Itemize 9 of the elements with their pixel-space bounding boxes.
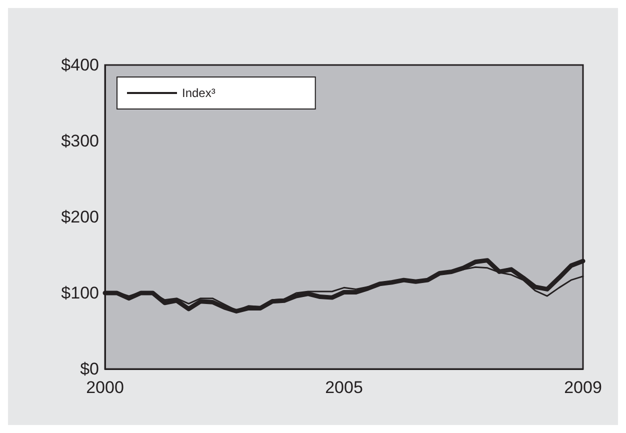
x-tick-label: 2009 (564, 378, 602, 397)
y-tick-label: $200 (61, 208, 99, 226)
x-tick-label: 2005 (325, 378, 363, 397)
legend-label: Index³ (182, 86, 216, 100)
x-tick-label: 2000 (86, 378, 124, 397)
y-tick-label: $100 (61, 284, 99, 302)
y-tick-label: $400 (61, 56, 99, 74)
y-tick-label: $300 (61, 132, 99, 150)
y-tick-label: $0 (80, 360, 99, 378)
